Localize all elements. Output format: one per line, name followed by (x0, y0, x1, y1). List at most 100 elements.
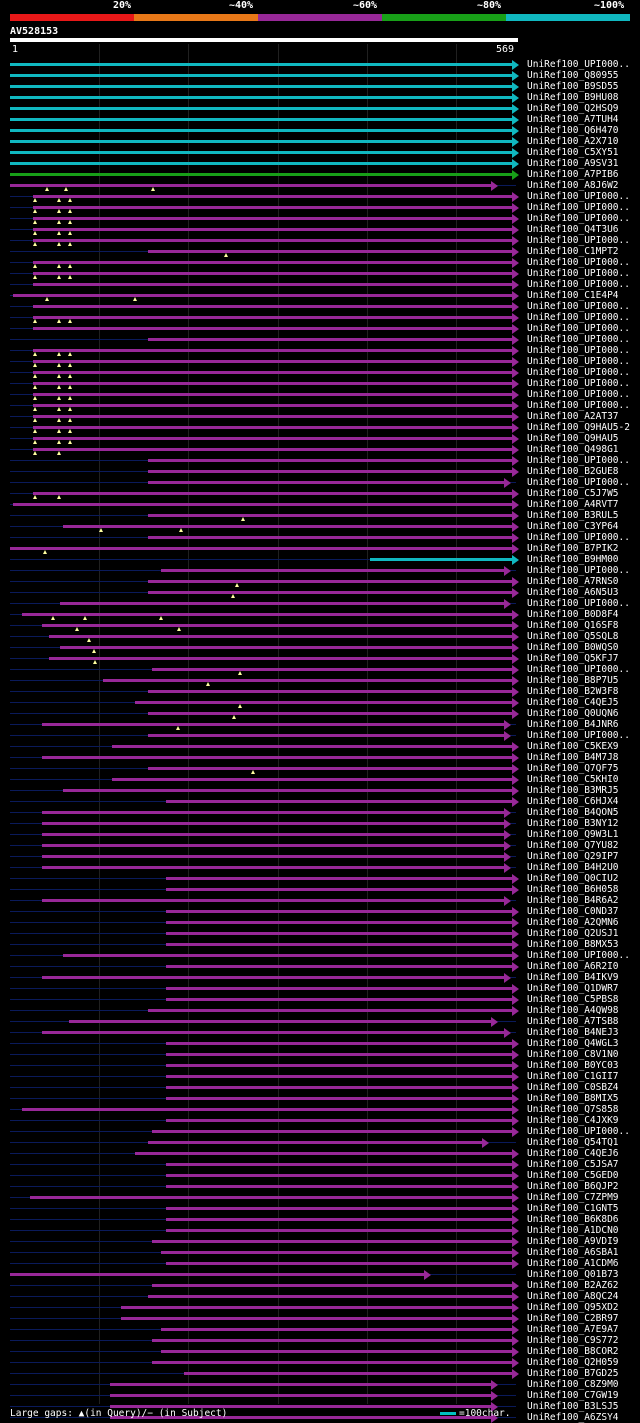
hit-label[interactable]: UniRef100_A8J6W2 (527, 180, 619, 191)
hit-label[interactable]: UniRef100_B8MIX5 (527, 1093, 619, 1104)
hit-label[interactable]: UniRef100_UPI000.. (527, 356, 630, 367)
hit-row[interactable]: UniRef100_B0YC03 (0, 1060, 640, 1071)
hit-label[interactable]: UniRef100_B3MRJ5 (527, 785, 619, 796)
hit-label[interactable]: UniRef100_UPI000.. (527, 345, 630, 356)
hit-row[interactable]: UniRef100_UPI000.. (0, 950, 640, 961)
hit-label[interactable]: UniRef100_C1MPT2 (527, 246, 619, 257)
hit-label[interactable]: UniRef100_C5KHI0 (527, 774, 619, 785)
hit-row[interactable]: UniRef100_B8P7U5 (0, 675, 640, 686)
hit-row[interactable]: UniRef100_A6ZSY4 (0, 1412, 640, 1423)
hit-row[interactable]: UniRef100_A9VDI9 (0, 1236, 640, 1247)
hit-label[interactable]: UniRef100_B4NEJ3 (527, 1027, 619, 1038)
hit-row[interactable]: UniRef100_UPI000.. (0, 1126, 640, 1137)
hit-row[interactable]: UniRef100_UPI000.. (0, 477, 640, 488)
hit-row[interactable]: UniRef100_UPI000.. (0, 279, 640, 290)
hit-label[interactable]: UniRef100_B7GD25 (527, 1368, 619, 1379)
hit-label[interactable]: UniRef100_C2BR97 (527, 1313, 619, 1324)
hit-label[interactable]: UniRef100_Q498G1 (527, 444, 619, 455)
hit-row[interactable]: UniRef100_A6N5U3 (0, 587, 640, 598)
hit-label[interactable]: UniRef100_A8QC24 (527, 1291, 619, 1302)
hit-row[interactable]: UniRef100_A6R2I0 (0, 961, 640, 972)
hit-label[interactable]: UniRef100_UPI000.. (527, 730, 630, 741)
hit-row[interactable]: UniRef100_Q1DWR7 (0, 983, 640, 994)
hit-row[interactable]: UniRef100_UPI000.. (0, 59, 640, 70)
hit-label[interactable]: UniRef100_C5KEX9 (527, 741, 619, 752)
hit-label[interactable]: UniRef100_B6QJP2 (527, 1181, 619, 1192)
hit-label[interactable]: UniRef100_C7ZPM9 (527, 1192, 619, 1203)
hit-label[interactable]: UniRef100_A7TSB8 (527, 1016, 619, 1027)
hit-label[interactable]: UniRef100_B4M7J8 (527, 752, 619, 763)
hit-label[interactable]: UniRef100_C4QEJ5 (527, 697, 619, 708)
hit-row[interactable]: UniRef100_UPI000.. (0, 664, 640, 675)
hit-row[interactable]: UniRef100_Q2HSQ9 (0, 103, 640, 114)
hit-row[interactable]: UniRef100_B4NEJ3 (0, 1027, 640, 1038)
hit-label[interactable]: UniRef100_Q7QF75 (527, 763, 619, 774)
hit-row[interactable]: UniRef100_A8J6W2 (0, 180, 640, 191)
hit-row[interactable]: UniRef100_Q5KFJ7 (0, 653, 640, 664)
hit-row[interactable]: UniRef100_Q7S858 (0, 1104, 640, 1115)
hit-label[interactable]: UniRef100_UPI000.. (527, 400, 630, 411)
hit-label[interactable]: UniRef100_B4H2U0 (527, 862, 619, 873)
hit-row[interactable]: UniRef100_A2X710 (0, 136, 640, 147)
hit-label[interactable]: UniRef100_UPI000.. (527, 950, 630, 961)
hit-row[interactable]: UniRef100_Q9HAU5 (0, 433, 640, 444)
hit-row[interactable]: UniRef100_B4IKV9 (0, 972, 640, 983)
hit-row[interactable]: UniRef100_C8Z9M0 (0, 1379, 640, 1390)
hit-label[interactable]: UniRef100_C1GNT5 (527, 1203, 619, 1214)
hit-label[interactable]: UniRef100_A6R2I0 (527, 961, 619, 972)
hit-label[interactable]: UniRef100_Q1DWR7 (527, 983, 619, 994)
hit-label[interactable]: UniRef100_Q0CIU2 (527, 873, 619, 884)
hit-label[interactable]: UniRef100_UPI000.. (527, 1126, 630, 1137)
hit-row[interactable]: UniRef100_C7ZPM9 (0, 1192, 640, 1203)
hit-label[interactable]: UniRef100_A4RVT7 (527, 499, 619, 510)
hit-label[interactable]: UniRef100_B8P7U5 (527, 675, 619, 686)
hit-label[interactable]: UniRef100_B4QON5 (527, 807, 619, 818)
hit-row[interactable]: UniRef100_B4M7J8 (0, 752, 640, 763)
hit-row[interactable]: UniRef100_UPI000.. (0, 235, 640, 246)
hit-label[interactable]: UniRef100_B6H058 (527, 884, 619, 895)
hit-row[interactable]: UniRef100_B2AZ62 (0, 1280, 640, 1291)
hit-row[interactable]: UniRef100_C1GII7 (0, 1071, 640, 1082)
hit-label[interactable]: UniRef100_C0SBZ4 (527, 1082, 619, 1093)
hit-label[interactable]: UniRef100_Q7YU82 (527, 840, 619, 851)
hit-label[interactable]: UniRef100_B7PIK2 (527, 543, 619, 554)
hit-row[interactable]: UniRef100_UPI000.. (0, 730, 640, 741)
hit-label[interactable]: UniRef100_UPI000.. (527, 664, 630, 675)
hit-label[interactable]: UniRef100_UPI000.. (527, 323, 630, 334)
hit-row[interactable]: UniRef100_B3NY12 (0, 818, 640, 829)
hit-row[interactable]: UniRef100_Q80955 (0, 70, 640, 81)
hit-label[interactable]: UniRef100_B3LSJ5 (527, 1401, 619, 1412)
hit-row[interactable]: UniRef100_UPI000.. (0, 191, 640, 202)
hit-row[interactable]: UniRef100_UPI000.. (0, 367, 640, 378)
hit-row[interactable]: UniRef100_Q7QF75 (0, 763, 640, 774)
hit-row[interactable]: UniRef100_A8QC24 (0, 1291, 640, 1302)
hit-row[interactable]: UniRef100_B8MIX5 (0, 1093, 640, 1104)
hit-row[interactable]: UniRef100_A2AT37 (0, 411, 640, 422)
hit-row[interactable]: UniRef100_B9HM00 (0, 554, 640, 565)
hit-label[interactable]: UniRef100_Q2H059 (527, 1357, 619, 1368)
hit-label[interactable]: UniRef100_Q9HAU5 (527, 433, 619, 444)
hit-row[interactable]: UniRef100_A6SBA1 (0, 1247, 640, 1258)
hit-label[interactable]: UniRef100_Q4WGL3 (527, 1038, 619, 1049)
hit-label[interactable]: UniRef100_UPI000.. (527, 191, 630, 202)
hit-row[interactable]: UniRef100_B9HU08 (0, 92, 640, 103)
hit-row[interactable]: UniRef100_UPI000.. (0, 323, 640, 334)
hit-row[interactable]: UniRef100_B4JNR6 (0, 719, 640, 730)
hit-label[interactable]: UniRef100_A1CDM6 (527, 1258, 619, 1269)
hit-row[interactable]: UniRef100_Q95XD2 (0, 1302, 640, 1313)
hit-label[interactable]: UniRef100_Q9HAU5-2 (527, 422, 630, 433)
hit-row[interactable]: UniRef100_A4RVT7 (0, 499, 640, 510)
hit-label[interactable]: UniRef100_C0ND37 (527, 906, 619, 917)
hit-label[interactable]: UniRef100_B9HM00 (527, 554, 619, 565)
hit-row[interactable]: UniRef100_B6QJP2 (0, 1181, 640, 1192)
hit-row[interactable]: UniRef100_B9SD55 (0, 81, 640, 92)
hit-label[interactable]: UniRef100_A1DCN0 (527, 1225, 619, 1236)
hit-row[interactable]: UniRef100_Q0UQN6 (0, 708, 640, 719)
hit-row[interactable]: UniRef100_C8V1N0 (0, 1049, 640, 1060)
hit-row[interactable]: UniRef100_UPI000.. (0, 257, 640, 268)
hit-row[interactable]: UniRef100_B0WQS0 (0, 642, 640, 653)
hit-row[interactable]: UniRef100_Q9HAU5-2 (0, 422, 640, 433)
hit-label[interactable]: UniRef100_Q29IP7 (527, 851, 619, 862)
hit-label[interactable]: UniRef100_UPI000.. (527, 598, 630, 609)
hit-label[interactable]: UniRef100_B8COR2 (527, 1346, 619, 1357)
